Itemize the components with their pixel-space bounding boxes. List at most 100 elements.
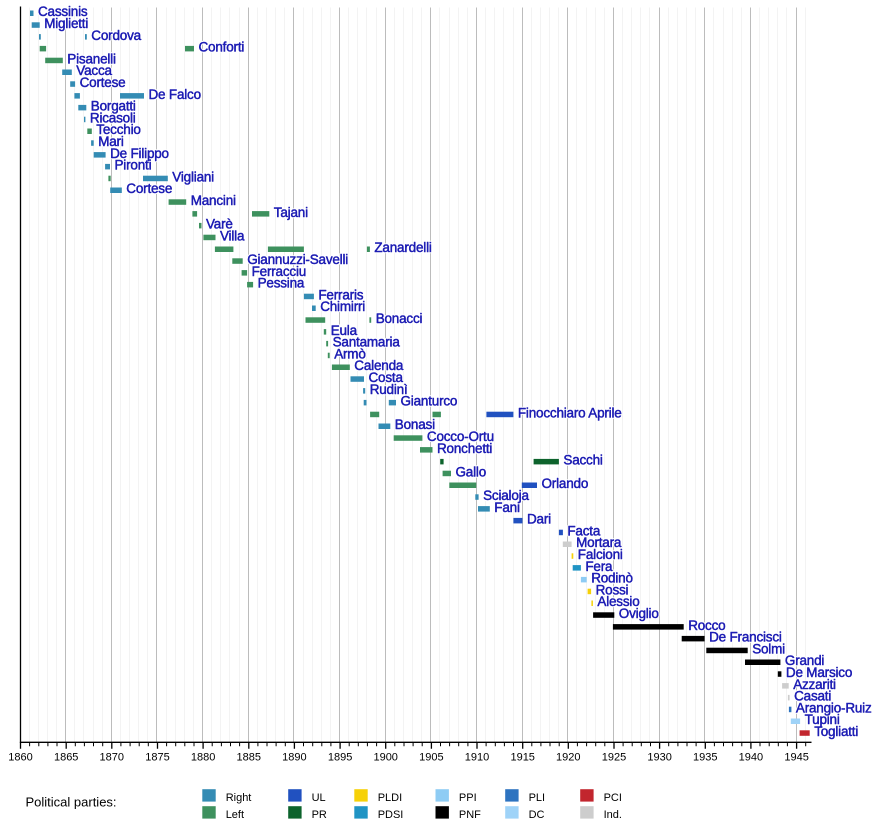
svg-text:Miglietti: Miglietti xyxy=(44,16,88,31)
svg-text:Gallo: Gallo xyxy=(456,464,487,479)
svg-text:Pessina: Pessina xyxy=(258,276,305,291)
svg-text:Pisanelli: Pisanelli xyxy=(67,51,116,66)
svg-text:De Filippo: De Filippo xyxy=(110,146,169,161)
svg-text:DC: DC xyxy=(529,809,545,821)
svg-text:Grandi: Grandi xyxy=(785,653,825,668)
svg-text:De Falco: De Falco xyxy=(149,87,201,102)
svg-text:Azzariti: Azzariti xyxy=(793,677,836,692)
svg-text:Mancini: Mancini xyxy=(191,193,236,208)
svg-text:Alessio: Alessio xyxy=(597,594,639,609)
svg-text:Calenda: Calenda xyxy=(354,358,404,373)
svg-text:UL: UL xyxy=(312,792,326,804)
svg-text:Ferraris: Ferraris xyxy=(318,287,363,302)
svg-text:PNF: PNF xyxy=(459,809,481,821)
svg-text:Pironti: Pironti xyxy=(115,158,152,173)
svg-text:Rossi: Rossi xyxy=(596,582,629,597)
svg-text:Rodinò: Rodinò xyxy=(591,571,633,586)
svg-text:Cortese: Cortese xyxy=(80,75,126,90)
svg-text:Tecchio: Tecchio xyxy=(96,122,140,137)
svg-text:Ricasoli: Ricasoli xyxy=(90,110,136,125)
svg-text:Grandi: Grandi xyxy=(785,653,825,668)
svg-text:Finocchiaro Aprile: Finocchiaro Aprile xyxy=(518,405,622,420)
svg-text:Sacchi: Sacchi xyxy=(563,453,603,468)
svg-text:PR: PR xyxy=(312,809,327,821)
svg-text:Arangio-Ruiz: Arangio-Ruiz xyxy=(796,700,872,715)
svg-text:Ind.: Ind. xyxy=(604,809,622,821)
svg-text:Mancini: Mancini xyxy=(191,193,236,208)
svg-text:Solmi: Solmi xyxy=(752,641,785,656)
svg-text:Armò: Armò xyxy=(334,346,365,361)
svg-text:1905: 1905 xyxy=(419,752,443,764)
svg-text:Fera: Fera xyxy=(585,559,613,574)
svg-text:De Filippo: De Filippo xyxy=(110,146,169,161)
svg-text:Ricasoli: Ricasoli xyxy=(90,110,136,125)
svg-text:1940: 1940 xyxy=(739,752,763,764)
svg-text:PLI: PLI xyxy=(529,792,546,804)
svg-text:Vacca: Vacca xyxy=(76,63,112,78)
svg-text:1935: 1935 xyxy=(693,752,717,764)
svg-text:Scialoja: Scialoja xyxy=(483,488,529,503)
svg-text:Cortese: Cortese xyxy=(126,181,172,196)
svg-text:Ferraris: Ferraris xyxy=(318,287,363,302)
svg-text:Finocchiaro Aprile: Finocchiaro Aprile xyxy=(518,405,622,420)
svg-text:Mari: Mari xyxy=(98,134,124,149)
svg-text:Gallo: Gallo xyxy=(456,464,487,479)
svg-text:Rocco: Rocco xyxy=(688,618,725,633)
svg-text:De Marsico: De Marsico xyxy=(786,665,852,680)
svg-text:Conforti: Conforti xyxy=(199,40,245,55)
svg-text:Azzariti: Azzariti xyxy=(793,677,836,692)
svg-text:PLDI: PLDI xyxy=(378,792,402,804)
svg-text:Cortese: Cortese xyxy=(126,181,172,196)
svg-text:Mortara: Mortara xyxy=(576,535,622,550)
svg-text:Tupini: Tupini xyxy=(805,712,840,727)
svg-text:1890: 1890 xyxy=(282,752,306,764)
svg-text:Sacchi: Sacchi xyxy=(563,453,603,468)
svg-text:Ferracciu: Ferracciu xyxy=(252,264,306,279)
svg-text:1910: 1910 xyxy=(465,752,489,764)
svg-text:Cassinis: Cassinis xyxy=(38,4,88,19)
svg-text:Alessio: Alessio xyxy=(597,594,639,609)
svg-text:1920: 1920 xyxy=(556,752,580,764)
svg-text:Rossi: Rossi xyxy=(596,582,629,597)
svg-text:Bonasi: Bonasi xyxy=(395,417,435,432)
svg-text:Vacca: Vacca xyxy=(76,63,112,78)
svg-text:De Francisci: De Francisci xyxy=(709,630,782,645)
svg-text:Pisanelli: Pisanelli xyxy=(67,51,116,66)
svg-text:Gianturco: Gianturco xyxy=(401,394,458,409)
svg-text:Santamaria: Santamaria xyxy=(333,335,401,350)
svg-text:Santamaria: Santamaria xyxy=(333,335,401,350)
svg-text:Rocco: Rocco xyxy=(688,618,725,633)
svg-text:1870: 1870 xyxy=(100,752,124,764)
svg-text:Cordova: Cordova xyxy=(91,28,141,43)
svg-text:Cortese: Cortese xyxy=(80,75,126,90)
svg-text:Oviglio: Oviglio xyxy=(619,606,659,621)
svg-text:Political parties:: Political parties: xyxy=(26,794,117,809)
svg-text:Orlando: Orlando xyxy=(542,476,589,491)
svg-text:Cassinis: Cassinis xyxy=(38,4,88,19)
svg-text:Chimirri: Chimirri xyxy=(320,299,365,314)
svg-text:Costa: Costa xyxy=(369,370,404,385)
svg-text:Dari: Dari xyxy=(527,512,551,527)
svg-text:Pironti: Pironti xyxy=(115,158,152,173)
svg-text:1925: 1925 xyxy=(602,752,626,764)
svg-text:Arangio-Ruiz: Arangio-Ruiz xyxy=(796,700,872,715)
svg-text:1875: 1875 xyxy=(145,752,169,764)
svg-text:Solmi: Solmi xyxy=(752,641,785,656)
svg-text:Tajani: Tajani xyxy=(274,205,308,220)
svg-text:Eula: Eula xyxy=(331,323,358,338)
svg-text:Fani: Fani xyxy=(494,500,520,515)
svg-text:PPI: PPI xyxy=(459,792,477,804)
svg-text:Zanardelli: Zanardelli xyxy=(374,240,431,255)
svg-text:Oviglio: Oviglio xyxy=(619,606,659,621)
svg-text:Eula: Eula xyxy=(331,323,358,338)
svg-text:Tecchio: Tecchio xyxy=(96,122,140,137)
svg-text:Varè: Varè xyxy=(206,217,233,232)
svg-text:Bonacci: Bonacci xyxy=(376,311,423,326)
svg-text:PDSI: PDSI xyxy=(378,809,404,821)
svg-text:Villa: Villa xyxy=(220,228,245,243)
svg-text:Fani: Fani xyxy=(494,500,520,515)
svg-text:Miglietti: Miglietti xyxy=(44,16,88,31)
svg-text:Mortara: Mortara xyxy=(576,535,622,550)
svg-text:Bonacci: Bonacci xyxy=(376,311,423,326)
svg-text:Vigliani: Vigliani xyxy=(172,169,214,184)
